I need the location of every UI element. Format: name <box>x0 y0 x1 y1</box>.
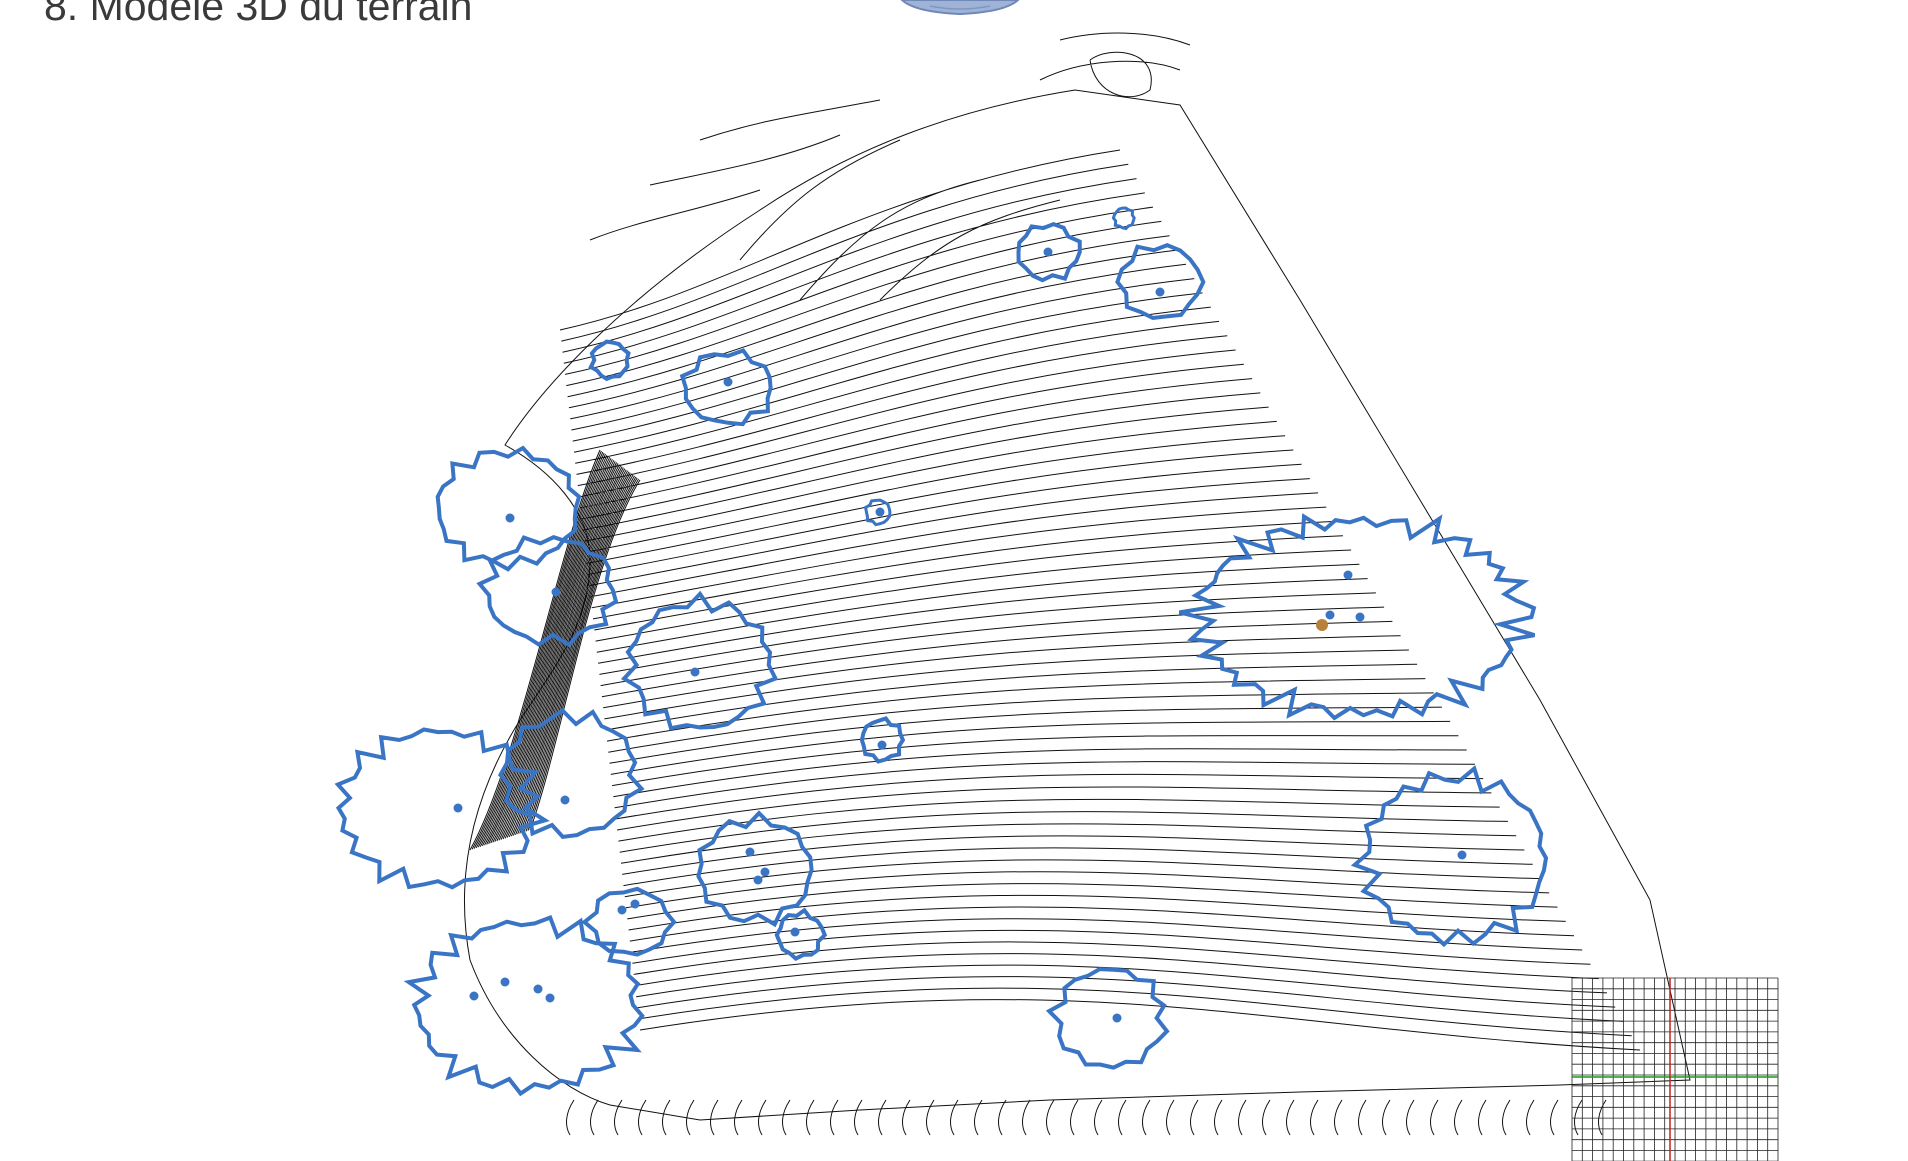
terrain-boundary <box>463 89 1691 1121</box>
canopy-7[interactable] <box>620 590 779 731</box>
canopy-1[interactable] <box>1016 221 1082 283</box>
survey-point[interactable] <box>1316 619 1328 631</box>
reference-grid-lines <box>1571 977 1779 1161</box>
tree-trunk-marker[interactable] <box>877 740 887 750</box>
tree-canopies <box>334 206 1549 1097</box>
tree-trunk-marker[interactable] <box>533 984 543 994</box>
canopy-14[interactable] <box>696 810 814 928</box>
page-title: 8. Modèle 3D du terrain <box>44 0 473 29</box>
canopy-13[interactable] <box>497 707 645 840</box>
canopy-2[interactable] <box>1115 243 1206 321</box>
tree-trunk-marker[interactable] <box>760 867 770 877</box>
tree-trunk-marker[interactable] <box>745 847 755 857</box>
tree-trunk-marker[interactable] <box>630 899 640 909</box>
canopy-6[interactable] <box>476 535 619 648</box>
canopy-9[interactable] <box>859 716 906 764</box>
tree-trunk-marker[interactable] <box>753 875 763 885</box>
reference-grid-icon[interactable] <box>1571 977 1779 1161</box>
tree-trunk-marker[interactable] <box>505 513 515 523</box>
tree-trunk-marker[interactable] <box>1043 247 1053 257</box>
tree-trunk-marker[interactable] <box>469 991 479 1001</box>
canopy-8[interactable] <box>863 498 892 527</box>
canopy-17[interactable] <box>403 915 645 1097</box>
blue-sphere-icon <box>900 0 1020 16</box>
canopy-15[interactable] <box>774 907 828 961</box>
tree-trunk-marker[interactable] <box>790 927 800 937</box>
tree-trunk-marker[interactable] <box>500 977 510 987</box>
canopy-19[interactable] <box>588 339 631 382</box>
canopy-16[interactable] <box>581 886 677 957</box>
canopy-5[interactable] <box>435 445 582 572</box>
canopy-10[interactable] <box>1178 513 1537 721</box>
tree-trunk-marker[interactable] <box>453 803 463 813</box>
tree-trunk-marker[interactable] <box>1457 850 1467 860</box>
tree-trunk-marker[interactable] <box>551 587 561 597</box>
tree-trunk-marker[interactable] <box>560 795 570 805</box>
tree-trunk-marker[interactable] <box>617 905 627 915</box>
tree-trunk-marker[interactable] <box>1155 287 1165 297</box>
canopy-3[interactable] <box>1111 206 1136 231</box>
tree-trunk-marker[interactable] <box>723 377 733 387</box>
contour-lines <box>469 32 1641 1136</box>
tree-trunk-marker[interactable] <box>1325 610 1335 620</box>
canopy-18[interactable] <box>1045 967 1170 1070</box>
tree-trunk-marker[interactable] <box>690 667 700 677</box>
tree-trunk-marker[interactable] <box>1343 570 1353 580</box>
canopy-12[interactable] <box>334 727 550 890</box>
tree-trunk-marker[interactable] <box>1112 1013 1122 1023</box>
tree-trunk-marker[interactable] <box>1355 612 1365 622</box>
tree-trunk-marker[interactable] <box>875 507 885 517</box>
canopy-11[interactable] <box>1350 765 1549 948</box>
canopy-4[interactable] <box>679 348 773 427</box>
tree-trunk-marker[interactable] <box>545 993 555 1003</box>
